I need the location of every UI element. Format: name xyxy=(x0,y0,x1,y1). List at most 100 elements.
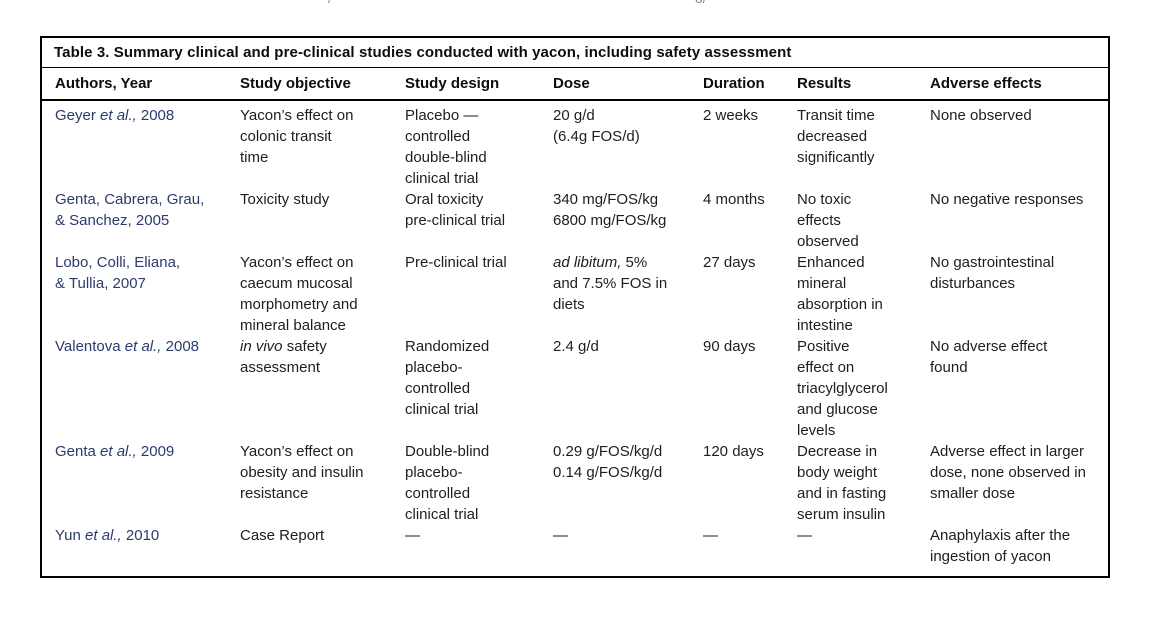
cell-authors: Valentova et al., 2008 xyxy=(42,336,240,441)
text-segment: 2.4 g/d xyxy=(553,338,599,355)
cell-adverse: Adverse effect in larger dose, none obse… xyxy=(930,441,1108,525)
cell-objective: Case Report xyxy=(240,525,405,567)
italic-text-segment: et al., xyxy=(85,527,122,544)
summary-table: Table 3. Summary clinical and pre-clinic… xyxy=(40,36,1110,578)
text-segment: 0.29 g/FOS/kg/d 0.14 g/FOS/kg/d xyxy=(553,443,663,481)
table-row: Lobo, Colli, Eliana, & Tullia, 2007 Yacon… xyxy=(42,252,1108,336)
table-body: Geyer et al., 2008 Yacon’s effect on colo… xyxy=(42,101,1108,576)
cell-adverse: None observed xyxy=(930,105,1108,189)
text-segment: Genta, Cabrera, Grau, & Sanchez, 2005 xyxy=(55,191,205,229)
text-segment: — xyxy=(553,527,568,544)
text-segment: No gastrointestinal disturbances xyxy=(930,254,1055,292)
cell-duration: 4 months xyxy=(703,189,797,252)
text-segment: — xyxy=(405,527,420,544)
text-segment: — xyxy=(797,527,812,544)
cell-results: No toxic effects observed xyxy=(797,189,930,252)
cell-duration: 120 days xyxy=(703,441,797,525)
cell-adverse: No negative responses xyxy=(930,189,1108,252)
cell-objective: Yacon’s effect on colonic transit time xyxy=(240,105,405,189)
cell-results: Enhanced mineral absorption in intestine xyxy=(797,252,930,336)
text-segment: 2008 xyxy=(161,338,200,355)
cell-design: Placebo — controlled double-blind clinic… xyxy=(405,105,553,189)
cell-dose: 2.4 g/d xyxy=(553,336,703,441)
clipped-text-fragment: / xyxy=(328,0,332,5)
table-row: Genta et al., 2009 Yacon’s effect on obes… xyxy=(42,441,1108,525)
table-row: Valentova et al., 2008 in vivo safety ass… xyxy=(42,336,1108,441)
text-segment: Genta xyxy=(55,443,101,460)
text-segment: 2 weeks xyxy=(703,107,759,124)
text-segment: Oral toxicity pre-clinical trial xyxy=(405,191,506,229)
text-segment: Lobo, Colli, Eliana, & Tullia, 2007 xyxy=(55,254,181,292)
cell-objective: in vivo safety assessment xyxy=(240,336,405,441)
text-segment: No adverse effect found xyxy=(930,338,1048,376)
text-segment: Double-blind placebo- controlled clinica… xyxy=(405,443,490,523)
italic-text-segment: ad libitum, xyxy=(553,254,622,271)
text-segment: 120 days xyxy=(703,443,764,460)
cell-dose: 340 mg/FOS/kg 6800 mg/FOS/kg xyxy=(553,189,703,252)
text-segment: Valentova xyxy=(55,338,125,355)
cell-design: Double-blind placebo- controlled clinica… xyxy=(405,441,553,525)
header-results: Results xyxy=(797,75,852,92)
clipped-text-fragment: o/ xyxy=(695,0,707,5)
cell-objective: Yacon’s effect on obesity and insulin re… xyxy=(240,441,405,525)
header-dose: Dose xyxy=(553,75,590,92)
text-segment: Yacon’s effect on caecum mucosal morphom… xyxy=(240,254,358,334)
italic-text-segment: et al., xyxy=(124,338,162,355)
text-segment: 5% and 7.5% FOS in diets xyxy=(553,254,668,313)
italic-text-segment: et al., xyxy=(100,443,137,460)
cell-dose: 20 g/d (6.4g FOS/d) xyxy=(553,105,703,189)
text-segment: Positive effect on triacylglycerol and g… xyxy=(797,338,888,439)
table-row: Yun et al., 2010 Case Report — — — — Anaphylax… xyxy=(42,525,1108,567)
cell-authors: Geyer et al., 2008 xyxy=(42,105,240,189)
text-segment: Yun xyxy=(55,527,86,544)
cell-duration: — xyxy=(703,525,797,567)
text-segment: Toxicity study xyxy=(240,191,330,208)
text-segment: No negative responses xyxy=(930,191,1084,208)
text-segment: Enhanced mineral absorption in intestine xyxy=(797,254,883,334)
text-segment: Placebo — controlled double-blind clinic… xyxy=(405,107,487,187)
header-duration: Duration xyxy=(703,75,765,92)
text-segment: Decrease in body weight and in fasting s… xyxy=(797,443,887,523)
cell-dose: — xyxy=(553,525,703,567)
header-authors-year: Authors, Year xyxy=(55,75,153,92)
cell-design: Randomized placebo- controlled clinical … xyxy=(405,336,553,441)
text-segment: 20 g/d (6.4g FOS/d) xyxy=(553,107,640,145)
text-segment: safety assessment xyxy=(240,338,327,376)
table-caption: Table 3. Summary clinical and pre-clinic… xyxy=(42,38,1108,68)
cell-objective: Toxicity study xyxy=(240,189,405,252)
text-segment: Transit time decreased significantly xyxy=(797,107,875,166)
cell-results: — xyxy=(797,525,930,567)
table-header-row: Authors, Year Study objective Study desi… xyxy=(42,68,1108,101)
cell-authors: Yun et al., 2010 xyxy=(42,525,240,567)
cell-adverse: No gastrointestinal disturbances xyxy=(930,252,1108,336)
text-segment: Randomized placebo- controlled clinical … xyxy=(405,338,490,418)
cell-authors: Lobo, Colli, Eliana, & Tullia, 2007 xyxy=(42,252,240,336)
cell-duration: 2 weeks xyxy=(703,105,797,189)
text-segment: 2010 xyxy=(121,527,160,544)
text-segment: Adverse effect in larger dose, none obse… xyxy=(930,443,1086,502)
cell-duration: 27 days xyxy=(703,252,797,336)
table-row: Geyer et al., 2008 Yacon’s effect on colo… xyxy=(42,105,1108,189)
cell-dose: ad libitum, 5% and 7.5% FOS in diets xyxy=(553,252,703,336)
cell-objective: Yacon’s effect on caecum mucosal morphom… xyxy=(240,252,405,336)
cell-duration: 90 days xyxy=(703,336,797,441)
text-segment: 90 days xyxy=(703,338,756,355)
text-segment: 2008 xyxy=(136,107,175,124)
cell-authors: Genta, Cabrera, Grau, & Sanchez, 2005 xyxy=(42,189,240,252)
cell-adverse: No adverse effect found xyxy=(930,336,1108,441)
header-study-design: Study design xyxy=(405,75,500,92)
table-row: Genta, Cabrera, Grau, & Sanchez, 2005 Tox… xyxy=(42,189,1108,252)
text-segment: Anaphylaxis after the ingestion of yacon xyxy=(930,527,1071,565)
header-study-objective: Study objective xyxy=(240,75,351,92)
text-segment: 2009 xyxy=(136,443,175,460)
text-segment: 4 months xyxy=(703,191,765,208)
cell-design: — xyxy=(405,525,553,567)
text-segment: None observed xyxy=(930,107,1032,124)
cell-authors: Genta et al., 2009 xyxy=(42,441,240,525)
text-segment: 27 days xyxy=(703,254,756,271)
header-adverse-effects: Adverse effects xyxy=(930,75,1042,92)
text-segment: 340 mg/FOS/kg 6800 mg/FOS/kg xyxy=(553,191,667,229)
cell-design: Oral toxicity pre-clinical trial xyxy=(405,189,553,252)
text-segment: No toxic effects observed xyxy=(797,191,859,250)
